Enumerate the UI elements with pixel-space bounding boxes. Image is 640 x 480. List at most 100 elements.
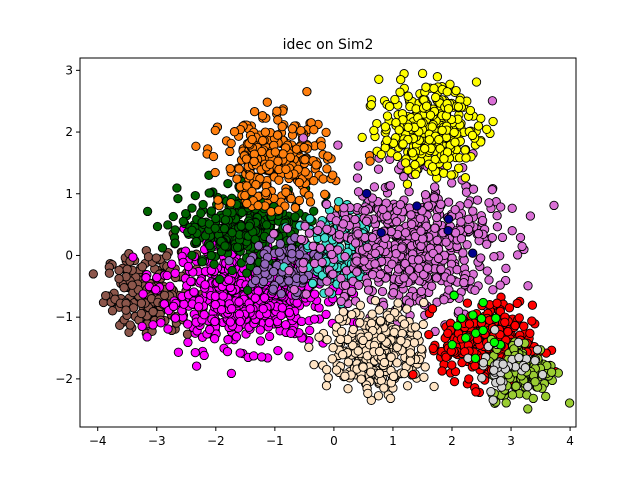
data-point — [546, 367, 557, 377]
data-point — [324, 287, 334, 297]
data-point — [392, 151, 403, 162]
data-point — [478, 297, 488, 308]
data-point — [507, 203, 517, 213]
data-point — [336, 326, 347, 337]
data-point — [419, 297, 429, 308]
data-point — [456, 217, 466, 227]
data-point — [285, 152, 296, 162]
data-point — [418, 319, 428, 330]
data-point — [488, 116, 498, 127]
data-point — [226, 368, 237, 379]
data-point — [507, 226, 517, 236]
data-point — [403, 91, 413, 101]
data-point — [484, 198, 494, 208]
data-point — [250, 275, 261, 285]
data-point — [255, 336, 266, 346]
data-point — [347, 309, 357, 320]
data-point — [391, 216, 402, 227]
data-point — [532, 345, 543, 355]
data-point — [447, 340, 457, 350]
data-point — [433, 253, 444, 264]
data-point — [121, 305, 131, 315]
data-point — [370, 248, 380, 259]
data-point — [151, 253, 161, 263]
data-point — [315, 243, 326, 253]
data-point — [152, 221, 163, 232]
data-point — [350, 238, 361, 248]
data-point — [210, 299, 220, 310]
data-point — [125, 320, 135, 330]
data-point — [484, 275, 494, 285]
data-point — [496, 376, 506, 386]
data-point — [274, 247, 284, 257]
data-point — [476, 313, 487, 324]
data-point — [223, 178, 233, 189]
data-point — [513, 337, 524, 348]
data-point — [512, 250, 523, 260]
data-point — [323, 151, 333, 161]
data-point — [138, 289, 148, 299]
data-point — [452, 321, 463, 331]
data-point — [173, 193, 183, 204]
data-point — [273, 345, 283, 356]
data-point — [296, 234, 306, 245]
data-point — [208, 151, 219, 162]
data-point — [268, 266, 279, 277]
data-point — [523, 281, 533, 291]
x-tick-label: 3 — [507, 434, 515, 448]
data-point — [227, 265, 237, 276]
data-point — [165, 281, 175, 291]
data-point — [229, 127, 240, 137]
data-point — [369, 125, 379, 136]
data-point — [311, 160, 321, 170]
data-point — [386, 352, 396, 362]
data-point — [420, 190, 431, 200]
data-point — [304, 228, 315, 238]
data-point — [157, 243, 168, 253]
data-point — [398, 139, 408, 149]
data-point — [477, 373, 487, 383]
data-point — [260, 259, 270, 269]
data-point — [210, 167, 220, 178]
data-point — [273, 156, 283, 166]
data-point — [512, 298, 522, 309]
data-point — [470, 353, 481, 363]
data-point — [470, 285, 480, 295]
data-point — [226, 138, 236, 149]
data-point — [354, 280, 364, 290]
data-point — [247, 134, 257, 145]
data-point — [234, 164, 244, 174]
data-point — [362, 188, 372, 199]
data-point — [170, 238, 180, 248]
data-point — [245, 304, 255, 314]
data-point — [331, 365, 342, 375]
data-point — [352, 267, 362, 277]
data-point — [523, 381, 533, 392]
data-point — [282, 224, 293, 234]
data-point — [366, 367, 376, 377]
data-point — [500, 317, 510, 327]
data-point — [206, 250, 216, 261]
data-point — [460, 145, 470, 155]
data-point — [416, 226, 426, 236]
data-point — [409, 338, 419, 348]
data-point — [430, 223, 440, 233]
data-point — [321, 127, 331, 138]
data-point — [403, 122, 413, 132]
data-point — [527, 316, 537, 326]
data-point — [200, 280, 210, 290]
data-point — [402, 304, 412, 314]
data-point — [447, 178, 457, 188]
data-point — [258, 304, 268, 314]
data-point — [343, 384, 353, 394]
data-point — [353, 229, 363, 239]
data-point — [402, 179, 413, 189]
data-point — [322, 364, 332, 375]
x-tick-label: 0 — [330, 434, 338, 448]
data-point — [314, 332, 324, 342]
data-point — [151, 285, 161, 295]
data-point — [437, 366, 447, 376]
data-point — [299, 142, 309, 153]
data-point — [450, 204, 460, 215]
data-point — [261, 220, 272, 230]
